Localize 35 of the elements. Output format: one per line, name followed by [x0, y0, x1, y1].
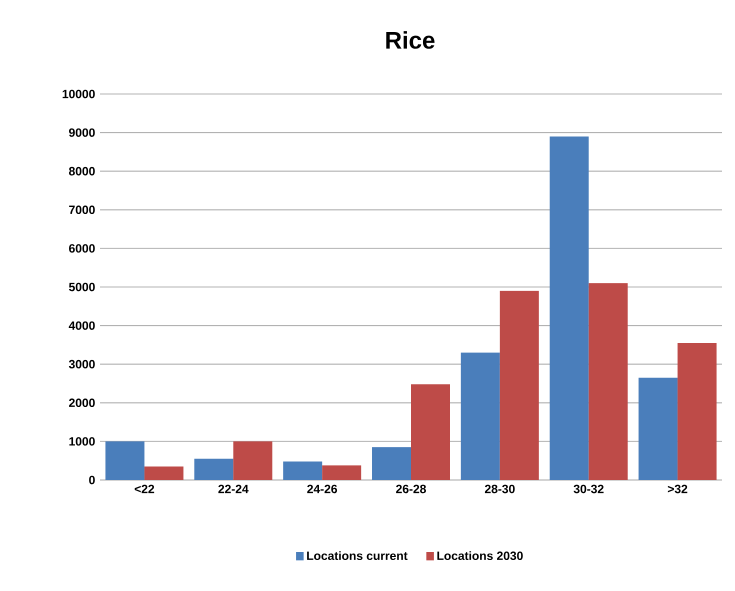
y-tick-label: 5000	[68, 282, 95, 292]
bar	[105, 441, 144, 480]
y-tick-label: 4000	[68, 321, 95, 330]
bar	[283, 461, 322, 480]
y-tick-label: 1000	[69, 437, 95, 446]
bar	[638, 378, 678, 480]
x-tick-label: 28-30	[484, 484, 515, 494]
x-tick-label: 30-32	[574, 484, 604, 494]
y-tick-label: 3000	[68, 360, 95, 368]
y-tick-label: 7000	[69, 206, 95, 214]
x-tick-label: 24-26	[307, 484, 338, 494]
bar	[372, 447, 412, 480]
y-tick-label: 9000	[69, 128, 95, 137]
chart-title: Rice	[386, 31, 435, 49]
bar	[411, 384, 450, 480]
y-tick-label: 10000	[62, 90, 95, 98]
y-tick-label: 6000	[69, 244, 95, 253]
y-tick-label: 8000	[68, 166, 95, 176]
bar	[550, 136, 589, 480]
y-tick-label: 2000	[69, 398, 95, 408]
x-tick-label: <22	[134, 484, 154, 494]
bar	[233, 441, 272, 480]
y-tick-label: 0	[89, 476, 95, 484]
legend-label: Locations current	[307, 551, 408, 560]
bar	[322, 465, 362, 480]
legend-label: Locations 2030	[437, 551, 523, 560]
bar	[460, 352, 500, 480]
x-tick-label: >32	[668, 484, 688, 494]
x-tick-label: 26-28	[396, 484, 426, 494]
x-tick-label: 22-24	[218, 484, 249, 494]
bar	[194, 458, 234, 480]
bar	[500, 290, 539, 480]
bar	[588, 283, 628, 480]
bar	[678, 342, 717, 480]
bar	[144, 466, 184, 480]
